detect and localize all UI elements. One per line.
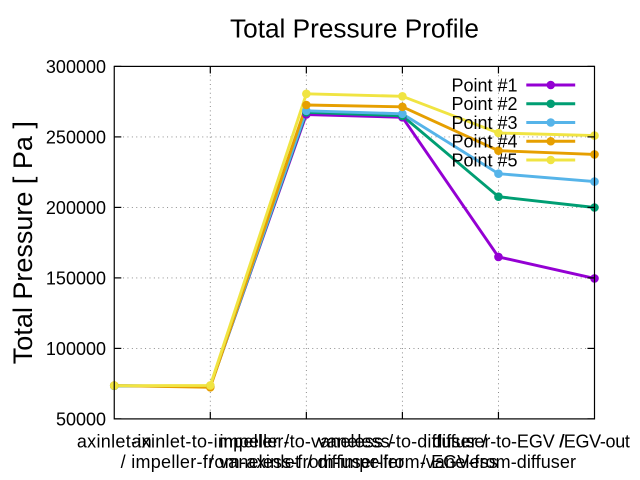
svg-text:/ impeller-from-axinlet: / impeller-from-axinlet — [121, 452, 300, 472]
svg-text:axinlet-to-impeller /: axinlet-to-impeller / — [131, 432, 289, 452]
svg-text:/EGV-out: /EGV-out — [559, 432, 630, 452]
svg-text:Total Pressure Profile: Total Pressure Profile — [230, 14, 479, 44]
svg-text:Total Pressure [ Pa ]: Total Pressure [ Pa ] — [8, 121, 38, 364]
svg-text:150000: 150000 — [46, 268, 106, 288]
svg-text:vaneless-to-diffuser /: vaneless-to-diffuser / — [318, 432, 487, 452]
svg-text:50000: 50000 — [56, 409, 106, 429]
svg-text:impeller-to-vaneless /: impeller-to-vaneless / — [220, 432, 394, 452]
svg-text:Point #3: Point #3 — [451, 113, 517, 133]
svg-text:100000: 100000 — [46, 339, 106, 359]
svg-text:250000: 250000 — [46, 127, 106, 147]
svg-text:Point #1: Point #1 — [451, 75, 517, 95]
svg-text:300000: 300000 — [46, 57, 106, 77]
svg-text:/ diffuser-from-vaneless: / diffuser-from-vaneless — [307, 452, 498, 472]
svg-text:Point #5: Point #5 — [451, 150, 517, 170]
svg-text:Point #4: Point #4 — [451, 132, 517, 152]
svg-text:/ EGV-from-diffuser: / EGV-from-diffuser — [421, 452, 576, 472]
svg-text:axinlet-in: axinlet-in — [77, 432, 152, 452]
svg-text:diffuser-to-EGV /: diffuser-to-EGV / — [432, 432, 564, 452]
svg-text:Point #2: Point #2 — [451, 94, 517, 114]
svg-text:200000: 200000 — [46, 198, 106, 218]
svg-text:/ vaneless-from-impeller: / vaneless-from-impeller — [209, 452, 404, 472]
